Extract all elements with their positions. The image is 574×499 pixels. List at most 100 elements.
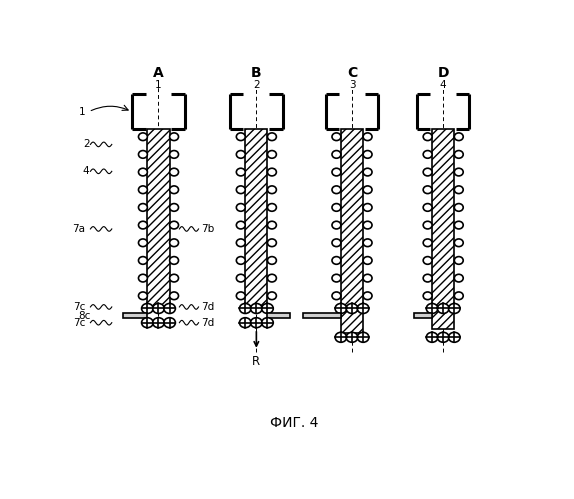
Bar — [267, 313, 290, 318]
Circle shape — [332, 133, 341, 141]
Circle shape — [423, 239, 432, 247]
Circle shape — [358, 303, 369, 313]
Circle shape — [153, 318, 164, 328]
Circle shape — [153, 303, 164, 313]
Circle shape — [423, 151, 432, 158]
Bar — [341, 129, 363, 306]
Circle shape — [267, 186, 277, 194]
Text: 4: 4 — [440, 80, 447, 90]
Circle shape — [455, 204, 463, 211]
Text: 2: 2 — [253, 80, 259, 90]
Circle shape — [138, 168, 148, 176]
Circle shape — [267, 133, 277, 141]
Bar — [432, 309, 455, 329]
Circle shape — [170, 133, 179, 141]
Circle shape — [332, 168, 341, 176]
Circle shape — [239, 318, 251, 328]
Circle shape — [170, 292, 179, 299]
Circle shape — [138, 256, 148, 264]
Bar — [341, 311, 363, 333]
Circle shape — [170, 151, 179, 158]
Text: 7c: 7c — [73, 318, 85, 328]
Circle shape — [363, 274, 372, 282]
Circle shape — [455, 186, 463, 194]
Circle shape — [267, 274, 277, 282]
Bar — [245, 129, 267, 306]
Circle shape — [363, 186, 372, 194]
Text: 7d: 7d — [201, 318, 214, 328]
Circle shape — [170, 274, 179, 282]
Circle shape — [335, 303, 347, 313]
Text: R: R — [253, 355, 261, 368]
Circle shape — [423, 292, 432, 299]
Circle shape — [455, 151, 463, 158]
Circle shape — [332, 256, 341, 264]
Circle shape — [138, 151, 148, 158]
Circle shape — [437, 303, 449, 313]
Text: A: A — [153, 66, 164, 80]
Circle shape — [236, 256, 245, 264]
Text: 1: 1 — [155, 80, 162, 90]
Circle shape — [251, 303, 262, 313]
Circle shape — [236, 133, 245, 141]
Text: D: D — [437, 66, 449, 80]
Circle shape — [423, 168, 432, 176]
Circle shape — [138, 133, 148, 141]
Circle shape — [267, 239, 277, 247]
Circle shape — [236, 186, 245, 194]
Circle shape — [332, 204, 341, 211]
Circle shape — [363, 221, 372, 229]
Text: ФИГ. 4: ФИГ. 4 — [270, 416, 319, 430]
Circle shape — [170, 168, 179, 176]
Circle shape — [332, 186, 341, 194]
Circle shape — [164, 318, 176, 328]
Text: 7a: 7a — [72, 224, 85, 234]
Circle shape — [138, 204, 148, 211]
Circle shape — [236, 221, 245, 229]
Circle shape — [363, 168, 372, 176]
Circle shape — [164, 303, 176, 313]
Circle shape — [455, 168, 463, 176]
Text: 7b: 7b — [201, 224, 214, 234]
Circle shape — [363, 239, 372, 247]
Circle shape — [170, 256, 179, 264]
Circle shape — [170, 186, 179, 194]
Circle shape — [170, 221, 179, 229]
Circle shape — [236, 239, 245, 247]
Circle shape — [363, 292, 372, 299]
Bar — [432, 129, 455, 306]
Bar — [414, 313, 432, 318]
Circle shape — [236, 292, 245, 299]
Circle shape — [262, 303, 273, 313]
Circle shape — [423, 221, 432, 229]
Bar — [148, 129, 170, 306]
Circle shape — [267, 292, 277, 299]
Text: C: C — [347, 66, 357, 80]
Circle shape — [426, 332, 438, 342]
Circle shape — [332, 274, 341, 282]
Circle shape — [251, 318, 262, 328]
Circle shape — [423, 186, 432, 194]
Circle shape — [138, 221, 148, 229]
Circle shape — [170, 204, 179, 211]
Circle shape — [363, 133, 372, 141]
Circle shape — [426, 303, 438, 313]
Circle shape — [346, 332, 358, 342]
Text: B: B — [251, 66, 262, 80]
Circle shape — [455, 292, 463, 299]
Circle shape — [363, 256, 372, 264]
Circle shape — [170, 239, 179, 247]
Circle shape — [346, 303, 358, 313]
Circle shape — [358, 332, 369, 342]
Circle shape — [332, 151, 341, 158]
Text: 3: 3 — [348, 80, 355, 90]
Circle shape — [448, 332, 460, 342]
Circle shape — [236, 274, 245, 282]
Circle shape — [267, 168, 277, 176]
Text: 1: 1 — [79, 107, 85, 117]
Circle shape — [267, 256, 277, 264]
Circle shape — [138, 274, 148, 282]
Circle shape — [332, 221, 341, 229]
Circle shape — [455, 274, 463, 282]
Circle shape — [236, 168, 245, 176]
